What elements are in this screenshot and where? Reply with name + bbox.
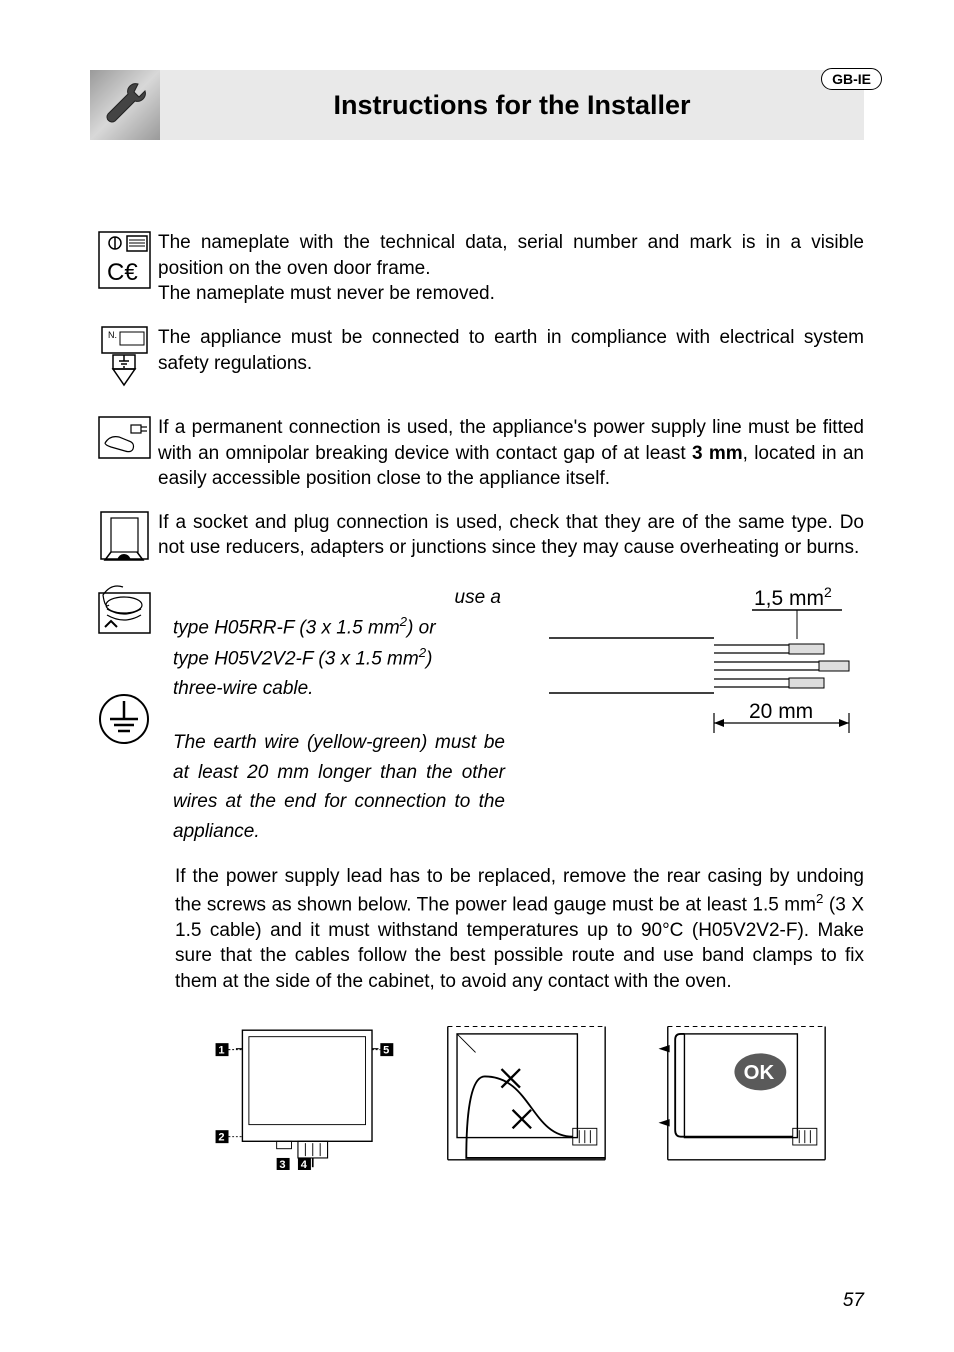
section-permanent-connection: If a permanent connection is used, the a… [90, 415, 864, 492]
earth-text: The appliance must be connected to earth… [158, 325, 864, 376]
section-replace-lead: If the power supply lead has to be repla… [175, 864, 864, 995]
language-badge: GB-IE [821, 68, 882, 90]
type1-sup: 2 [400, 614, 407, 629]
wire-diagram: 1,5 mm2 [505, 583, 864, 763]
svg-text:N.: N. [108, 330, 117, 340]
type1-post: ) or [407, 618, 436, 639]
section-earth: N. The appliance must be connected to ea… [90, 325, 864, 390]
svg-text:5: 5 [383, 1044, 389, 1056]
replace-pre: If the power supply lead has to be repla… [175, 866, 864, 915]
section-socket: If a socket and plug connection is used,… [90, 510, 864, 565]
page-container: GB-IE Instructions for the Installer C€ [0, 0, 954, 1352]
section-cable: use a type H05RR-F (3 x 1.5 mm2) or type… [90, 583, 864, 846]
bottom-diagrams-row: 1 2 3 4 5 [210, 1020, 834, 1170]
wrench-icon [90, 70, 160, 140]
three-wire: three-wire cable. [173, 674, 505, 703]
svg-text:20 mm: 20 mm [749, 700, 813, 723]
diagram-wrong-routing [420, 1020, 614, 1170]
cable-text-block: use a type H05RR-F (3 x 1.5 mm2) or type… [158, 583, 505, 846]
page-header: Instructions for the Installer [90, 70, 864, 140]
socket-icon [90, 510, 158, 565]
section-nameplate: C€ The nameplate with the technical data… [90, 230, 864, 307]
svg-text:1,5 mm2: 1,5 mm2 [754, 584, 832, 610]
page-number: 57 [843, 1290, 864, 1312]
svg-text:4: 4 [301, 1159, 308, 1170]
nameplate-line2: The nameplate must never be removed. [158, 283, 495, 304]
permanent-bold: 3 mm [692, 443, 743, 464]
nameplate-icon: C€ [90, 230, 158, 290]
nameplate-line1: The nameplate with the technical data, s… [158, 232, 864, 279]
diagram-correct-routing: OK [640, 1020, 834, 1170]
cable-reel-icon [97, 583, 152, 643]
earth-wire-text: The earth wire (yellow-green) must be at… [173, 728, 505, 846]
svg-text:C€: C€ [107, 259, 138, 286]
earth-symbol-icon [98, 693, 150, 750]
type1-pre: type H05RR-F (3 x 1.5 mm [173, 618, 400, 639]
svg-text:1: 1 [218, 1044, 224, 1056]
diagram-rear-casing: 1 2 3 4 5 [210, 1020, 395, 1170]
nameplate-text: The nameplate with the technical data, s… [158, 230, 864, 307]
type2-pre: type H05V2V2-F (3 x 1.5 mm [173, 648, 419, 669]
page-title: Instructions for the Installer [160, 70, 864, 140]
svg-text:OK: OK [743, 1062, 774, 1084]
type2-sup: 2 [419, 645, 426, 660]
use-a: use a [455, 587, 501, 608]
permanent-text: If a permanent connection is used, the a… [158, 415, 864, 492]
plug-hand-icon [90, 415, 158, 460]
socket-text: If a socket and plug connection is used,… [158, 510, 864, 561]
earth-warning-icon: N. [90, 325, 158, 390]
type2-post: ) [426, 648, 432, 669]
svg-text:3: 3 [279, 1159, 285, 1170]
svg-text:2: 2 [218, 1131, 224, 1143]
